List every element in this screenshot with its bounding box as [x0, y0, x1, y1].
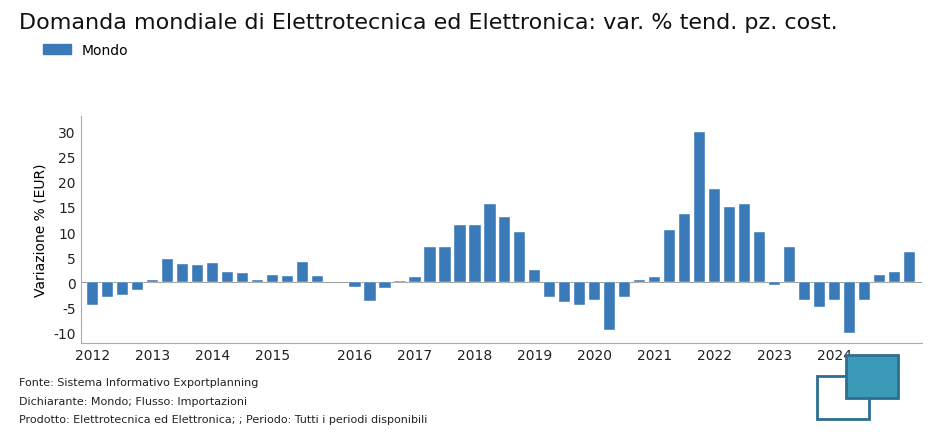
Bar: [282, 276, 294, 283]
Bar: [132, 283, 143, 290]
Bar: [664, 230, 675, 283]
Bar: [514, 233, 525, 283]
Bar: [439, 247, 450, 283]
Bar: [409, 278, 421, 283]
Bar: [694, 132, 705, 283]
Bar: [529, 270, 541, 283]
Bar: [799, 283, 810, 300]
Bar: [814, 283, 826, 308]
Bar: [222, 273, 234, 283]
Bar: [679, 215, 691, 283]
Bar: [147, 280, 159, 283]
Bar: [102, 283, 113, 298]
Bar: [784, 247, 795, 283]
Bar: [859, 283, 870, 300]
Bar: [162, 259, 173, 283]
Text: Fonte: Sistema Informativo Exportplanning: Fonte: Sistema Informativo Exportplannin…: [19, 378, 258, 388]
Bar: [297, 263, 308, 283]
Bar: [350, 283, 361, 288]
Bar: [649, 278, 660, 283]
Bar: [903, 253, 915, 283]
Text: Domanda mondiale di Elettrotecnica ed Elettronica: var. % tend. pz. cost.: Domanda mondiale di Elettrotecnica ed El…: [19, 13, 838, 33]
Bar: [267, 275, 278, 283]
Bar: [237, 274, 248, 283]
Bar: [207, 263, 218, 283]
Bar: [769, 283, 780, 285]
Bar: [589, 283, 600, 300]
Bar: [117, 283, 128, 295]
Bar: [829, 283, 840, 300]
Bar: [484, 205, 496, 283]
Legend: Mondo: Mondo: [37, 38, 134, 63]
Bar: [574, 283, 585, 305]
Bar: [544, 283, 556, 298]
Bar: [379, 283, 390, 289]
Bar: [312, 276, 323, 283]
Bar: [252, 280, 263, 283]
Bar: [739, 205, 750, 283]
Bar: [469, 225, 481, 283]
Bar: [425, 247, 435, 283]
Bar: [635, 280, 645, 283]
Bar: [365, 283, 375, 302]
Text: Dichiarante: Mondo; Flusso: Importazioni: Dichiarante: Mondo; Flusso: Importazioni: [19, 396, 247, 406]
Bar: [709, 190, 720, 283]
Bar: [844, 283, 855, 333]
Bar: [560, 283, 570, 303]
Bar: [889, 273, 901, 283]
Bar: [754, 233, 766, 283]
Bar: [500, 217, 510, 283]
Bar: [724, 207, 735, 283]
Bar: [454, 225, 466, 283]
Bar: [394, 281, 406, 283]
Text: Prodotto: Elettrotecnica ed Elettronica; ; Periodo: Tutti i periodi disponibili: Prodotto: Elettrotecnica ed Elettronica;…: [19, 414, 428, 424]
Bar: [874, 275, 885, 283]
Y-axis label: Variazione % (EUR): Variazione % (EUR): [34, 164, 48, 296]
Bar: [619, 283, 631, 298]
Bar: [604, 283, 616, 330]
Bar: [192, 265, 203, 283]
FancyBboxPatch shape: [846, 355, 898, 398]
Bar: [87, 283, 99, 305]
Bar: [177, 264, 188, 283]
